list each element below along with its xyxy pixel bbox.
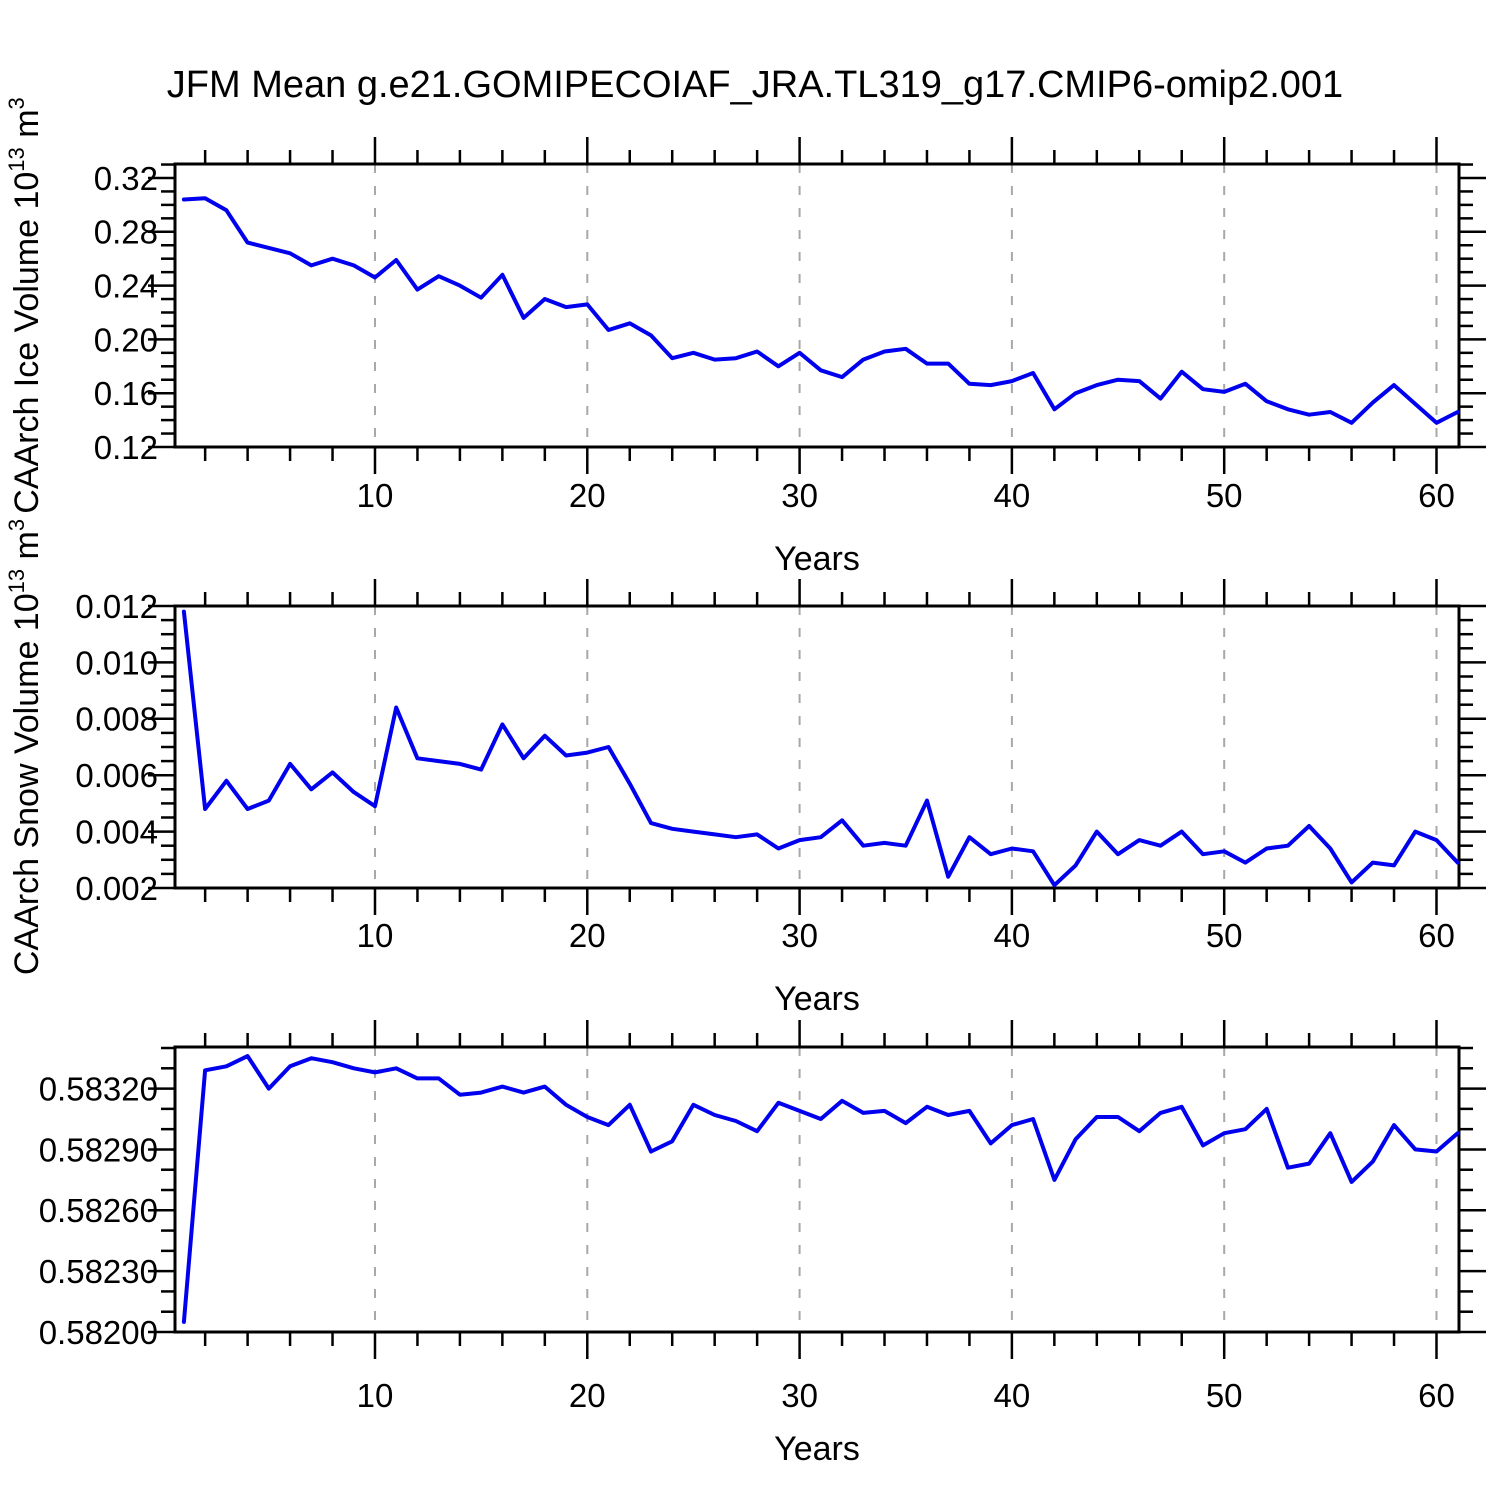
y-tick-label: 0.006 <box>75 757 158 794</box>
x-tick-label: 10 <box>357 917 394 954</box>
y-tick-label: 0.58320 <box>39 1070 158 1107</box>
x-tick-label: 50 <box>1206 917 1243 954</box>
x-tick-label: 10 <box>357 1377 394 1414</box>
y-tick-label: 0.010 <box>75 644 158 681</box>
chart-title: JFM Mean g.e21.GOMIPECOIAF_JRA.TL319_g17… <box>167 64 1343 106</box>
x-tick-label: 60 <box>1418 917 1455 954</box>
x-tick-label: 60 <box>1418 1377 1455 1414</box>
plot-frame <box>173 1045 1461 1334</box>
panel-1: 0.12 0.16 0.20 0.24 0.28 0.32 10 20 30 40 50 60 Year… <box>4 97 1486 578</box>
plot-frame <box>173 604 1461 890</box>
y-tick-label: 0.012 <box>75 588 158 625</box>
x-tick-label: 20 <box>569 477 606 514</box>
series-line <box>181 609 1460 888</box>
series-line <box>181 1054 1460 1324</box>
x-tick-label: 50 <box>1206 1377 1243 1414</box>
x-tick-label: 40 <box>994 1377 1031 1414</box>
axis-ticks <box>148 1020 1486 1359</box>
x-tick-label: 30 <box>781 477 818 514</box>
x-tick-label: 20 <box>569 1377 606 1414</box>
y-tick-label: 0.58290 <box>39 1131 158 1168</box>
y-axis-title: CAArch Ice Volume 1013 m3 <box>4 97 46 514</box>
y-tick-label: 0.58230 <box>39 1253 158 1290</box>
x-tick-label: 40 <box>994 477 1031 514</box>
y-tick-label: 0.20 <box>94 321 158 358</box>
x-tick-label: 30 <box>781 1377 818 1414</box>
y-tick-label: 0.12 <box>94 429 158 466</box>
axis-ticks <box>148 137 1486 474</box>
axis-ticks <box>148 579 1486 915</box>
x-tick-label: 40 <box>994 917 1031 954</box>
y-tick-label: 0.58260 <box>39 1192 158 1229</box>
plot-frame <box>173 162 1461 449</box>
x-axis-title: Years <box>774 1430 860 1468</box>
x-tick-label: 30 <box>781 917 818 954</box>
y-axis-title: CAArch Snow Volume 1013 m3 <box>4 519 46 975</box>
y-tick-label: 0.58200 <box>39 1314 158 1351</box>
y-tick-label: 0.32 <box>94 160 158 197</box>
y-tick-label: 0.28 <box>94 214 158 251</box>
x-tick-label: 50 <box>1206 477 1243 514</box>
y-tick-label: 0.008 <box>75 701 158 738</box>
x-tick-label: 60 <box>1418 477 1455 514</box>
x-axis-title: Years <box>774 980 860 1018</box>
y-tick-label: 0.24 <box>94 267 158 304</box>
y-tick-label: 0.16 <box>94 375 158 412</box>
x-tick-label: 10 <box>357 477 394 514</box>
x-axis-title: Years <box>774 540 860 578</box>
panel-2: 0.002 0.004 0.006 0.008 0.010 0.012 10 20 30 40 50… <box>4 519 1486 1018</box>
y-tick-label: 0.004 <box>75 813 158 850</box>
x-tick-label: 20 <box>569 917 606 954</box>
panel-3: 0.58200 0.58230 0.58260 0.58290 0.58320 10 20 3… <box>39 1020 1486 1468</box>
series-line <box>181 196 1460 425</box>
y-tick-label: 0.002 <box>75 870 158 907</box>
